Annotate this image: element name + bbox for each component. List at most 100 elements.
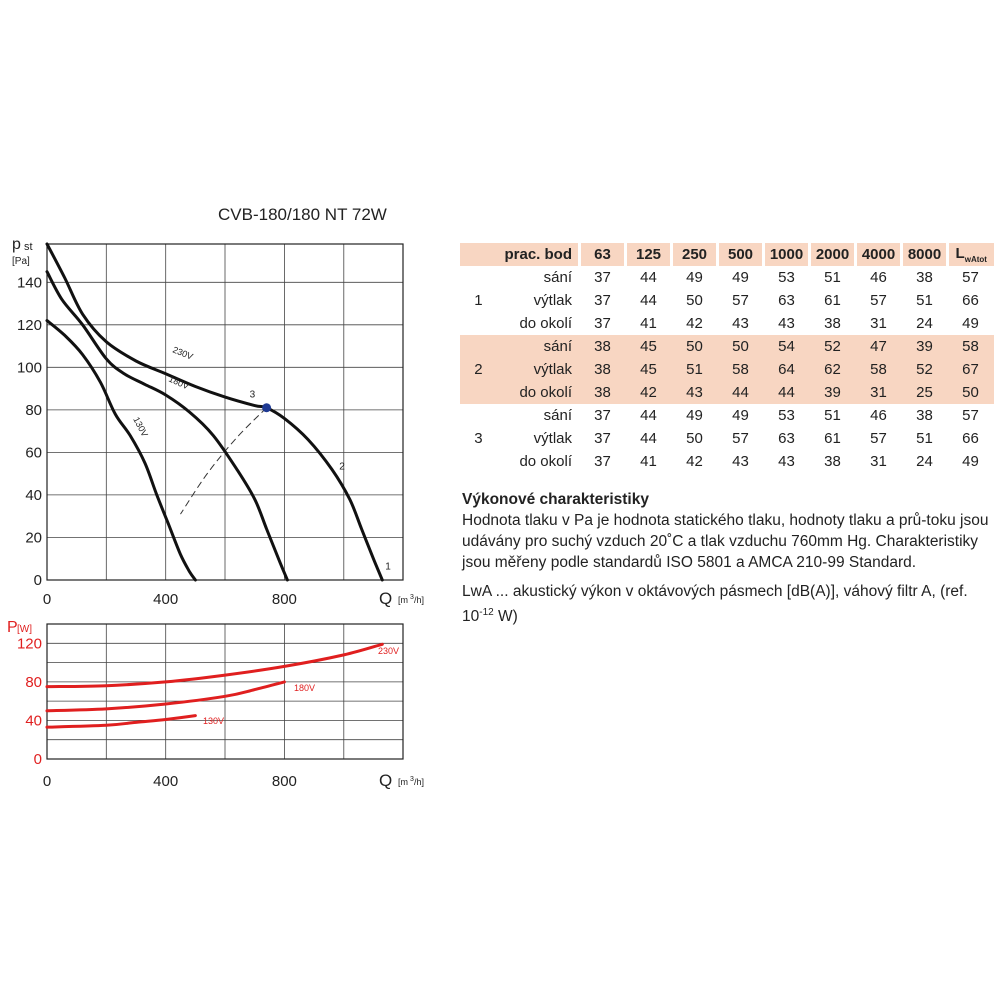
operating-point-marker: [262, 403, 272, 413]
table-cell: 51: [671, 358, 718, 381]
table-cell: 64: [763, 358, 810, 381]
table-cell: 43: [732, 453, 749, 470]
plot-frame: [46, 623, 404, 760]
x-tick-label: 800: [272, 773, 297, 790]
table-cell: 49: [686, 407, 703, 424]
table-row: sání 38 45 50 50 54 52 47 39 58: [460, 335, 994, 358]
series-line-180V: [45, 270, 289, 582]
x-tick-label: 400: [153, 773, 178, 790]
table-cell: 43: [732, 315, 749, 332]
table-cell: 50: [671, 335, 718, 358]
table-row: 1 výtlak 37 44 50 57 63 61 57 51 66: [460, 289, 994, 312]
measurement-label-cell: výtlak: [498, 358, 580, 381]
table-cell: 57: [870, 430, 887, 447]
x-tick-label: 800: [272, 591, 297, 608]
y-tick-label: 40: [25, 487, 42, 504]
series-label-180v: 180V: [294, 683, 315, 693]
notes-heading: Výkonové charakteristiky: [462, 491, 649, 508]
x-tick-label: 0: [43, 773, 51, 790]
table-cell: 57: [870, 292, 887, 309]
table-cell: 38: [824, 315, 841, 332]
table-cell: 44: [717, 381, 764, 404]
x-tick-label: 0: [43, 591, 51, 608]
y-tick-label: 60: [25, 444, 42, 461]
table-cell: 52: [901, 358, 948, 381]
y-tick-label: 20: [25, 529, 42, 546]
table-cell: 38: [579, 381, 626, 404]
table-cell: 66: [962, 430, 979, 447]
table-cell: 38: [579, 335, 626, 358]
series-line-180V: [45, 680, 286, 713]
curve-point-label: 2: [339, 461, 345, 472]
table-cell: 67: [947, 358, 994, 381]
y-tick-label: 0: [34, 751, 42, 768]
y-tick-label: 100: [17, 359, 42, 376]
point-number-cell: [460, 266, 498, 289]
table-header-cell: 125: [625, 243, 673, 266]
x-axis-unit: [m: [398, 777, 408, 787]
table-cell: 53: [778, 407, 795, 424]
measurement-label-cell: výtlak: [533, 292, 572, 309]
notes-paragraph-2: LwA ... akustický výkon v oktávových pás…: [462, 581, 992, 627]
y-tick-label: 0: [34, 572, 42, 589]
y-axis-title: p: [12, 236, 21, 253]
table-cell: 44: [640, 292, 657, 309]
point-number-cell: [460, 312, 498, 335]
y-tick-label: 120: [17, 635, 42, 652]
table-header-cell: 63: [579, 243, 627, 266]
table-cell: 54: [763, 335, 810, 358]
table-cell: 50: [686, 292, 703, 309]
y-tick-label: 40: [25, 712, 42, 729]
table-header-row: prac. bod 63 125 250 500 1000 2000 4000 8000 LwAt…: [460, 243, 994, 266]
table-cell: 42: [686, 453, 703, 470]
x-axis-title: Q: [379, 589, 392, 608]
table-row: 2 výtlak 38 45 51 58 64 62 58 52 67: [460, 358, 994, 381]
table-cell: 37: [594, 315, 611, 332]
table-cell: 39: [901, 335, 948, 358]
table-cell: 44: [640, 430, 657, 447]
x-axis-title: Q: [379, 771, 392, 790]
table-cell: 37: [594, 292, 611, 309]
table-cell: 43: [778, 315, 795, 332]
x-tick-label: 400: [153, 591, 178, 608]
table-cell: 31: [855, 381, 902, 404]
sound-power-table: prac. bod 63 125 250 500 1000 2000 4000 8000 LwAt…: [460, 243, 995, 473]
table-row: sání 37 44 49 49 53 51 46 38 57: [460, 404, 994, 427]
y-axis-unit: [Pa]: [12, 256, 30, 267]
table-cell: 58: [717, 358, 764, 381]
point-number-cell: [460, 450, 498, 473]
measurement-label-cell: výtlak: [533, 430, 572, 447]
series-label-130v: 130V: [131, 415, 150, 438]
table-cell: 41: [640, 453, 657, 470]
table-cell: 50: [686, 430, 703, 447]
table-cell: 58: [855, 358, 902, 381]
table-cell: 46: [870, 407, 887, 424]
table-cell: 45: [625, 358, 672, 381]
x-axis-unit: [m: [398, 595, 408, 605]
notes-p2-exponent: -12: [479, 607, 494, 618]
table-cell: 43: [671, 381, 718, 404]
x-axis-unit-end: /h]: [414, 777, 424, 787]
system-curve: [180, 407, 267, 515]
performance-notes: Výkonové charakteristiky Hodnota tlaku v…: [462, 489, 992, 627]
table-cell: 44: [640, 407, 657, 424]
table-cell: 51: [916, 430, 933, 447]
table-cell: 41: [640, 315, 657, 332]
series-line-130V: [45, 319, 197, 582]
series-label-130v: 130V: [203, 716, 224, 726]
point-number-cell: 2: [460, 358, 499, 381]
series-line-230V: [45, 242, 384, 582]
measurement-label-cell: do okolí: [519, 453, 572, 470]
x-axis-unit-sup: 3: [410, 776, 414, 783]
table-header-cell: 2000: [809, 243, 857, 266]
table-cell: 49: [686, 269, 703, 286]
table-cell: 44: [640, 269, 657, 286]
table-cell: 61: [824, 430, 841, 447]
y-axis-unit: [W]: [17, 624, 32, 635]
table-cell: 50: [947, 381, 994, 404]
series-line-130V: [45, 714, 197, 729]
notes-p2-end: W): [493, 608, 518, 626]
table-cell: 53: [778, 269, 795, 286]
measurement-label-cell: sání: [543, 407, 572, 424]
notes-p2-text: LwA ... akustický výkon v oktávových pás…: [462, 583, 968, 626]
